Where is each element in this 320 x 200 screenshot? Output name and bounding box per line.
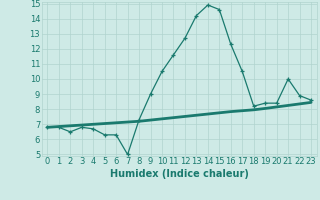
- X-axis label: Humidex (Indice chaleur): Humidex (Indice chaleur): [110, 169, 249, 179]
